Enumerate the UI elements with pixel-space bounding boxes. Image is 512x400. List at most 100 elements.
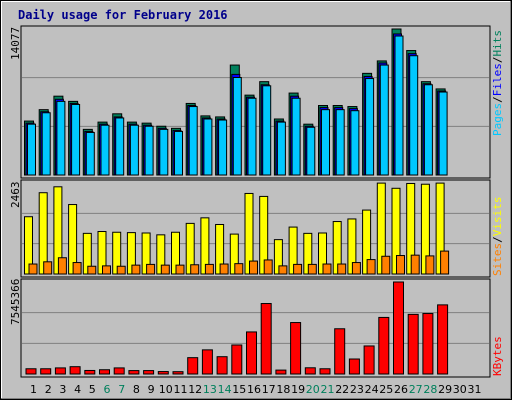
day-label-13: 13: [203, 383, 217, 396]
kbytes-bar-day-18: [275, 369, 287, 375]
pages-bar-day-26: [394, 35, 404, 176]
day-label-31: 31: [468, 383, 482, 396]
sites-bar-day-28: [425, 255, 435, 275]
day-label-25: 25: [379, 383, 393, 396]
sites-bar-day-21: [322, 263, 332, 275]
day-label-19: 19: [291, 383, 305, 396]
kbytes-bar-day-4: [69, 366, 81, 375]
day-label-26: 26: [394, 383, 408, 396]
day-label-21: 21: [321, 383, 335, 396]
kbytes-bar-day-5: [84, 369, 96, 375]
pages-bar-day-8: [129, 124, 139, 176]
day-label-29: 29: [438, 383, 452, 396]
day-label-17: 17: [262, 383, 276, 396]
legend-files: Files: [491, 63, 504, 96]
kbytes-bar-day-25: [378, 316, 390, 375]
kbytes-bar-day-13: [201, 349, 213, 375]
day-label-5: 5: [89, 383, 96, 396]
kbytes-bar-day-12: [187, 357, 199, 375]
sites-bar-day-4: [72, 262, 82, 275]
kbytes-bar-day-19: [290, 322, 302, 375]
legend-visits: Visits: [491, 197, 504, 237]
kbytes-bar-day-8: [128, 370, 140, 375]
sites-bar-day-1: [28, 263, 38, 275]
sites-bar-day-2: [43, 261, 53, 275]
legend-sites: Sites: [491, 243, 504, 276]
day-label-7: 7: [118, 383, 125, 396]
kbytes-bar-day-26: [393, 281, 404, 375]
day-label-11: 11: [174, 383, 188, 396]
day-label-8: 8: [133, 383, 140, 396]
pages-bar-day-5: [85, 131, 95, 176]
day-label-1: 1: [30, 383, 37, 396]
pages-bar-day-29: [438, 91, 448, 176]
day-label-10: 10: [159, 383, 173, 396]
pages-bar-day-27: [409, 55, 419, 176]
kbytes-bar-day-20: [304, 367, 316, 375]
pages-bar-day-11: [174, 130, 183, 176]
kbytes-bar-day-2: [40, 368, 52, 375]
day-label-12: 12: [188, 383, 202, 396]
sites-bar-day-25: [381, 255, 391, 275]
kbytes-bar-day-7: [113, 367, 125, 375]
pages-bar-day-19: [291, 97, 301, 176]
sites-bar-day-12: [190, 264, 200, 275]
kbytes-panel-legend: KBytes: [491, 336, 504, 376]
sites-bar-day-29: [440, 250, 450, 275]
pages-bar-day-24: [365, 78, 375, 176]
legend-hits: Hits: [491, 30, 504, 57]
pages-bar-day-18: [276, 121, 286, 176]
sites-bar-day-23: [351, 262, 361, 275]
day-label-24: 24: [365, 383, 379, 396]
x-axis-day-labels: 1 2 3 4 5 6 7 8 9 10 11 12 13 14 15 16 17 18 19 20 21 22 23 24 2…: [30, 383, 482, 396]
sites-bar-day-20: [307, 263, 317, 275]
pages-bar-day-2: [41, 112, 51, 176]
sites-bar-day-11: [175, 264, 185, 275]
kbytes-panel-ymax-label: 7545366: [9, 279, 22, 325]
sites-bar-day-15: [234, 263, 244, 275]
pages-bar-day-13: [203, 118, 213, 176]
chart-title: Daily usage for February 2016: [18, 8, 228, 22]
pages-bar-day-16: [247, 97, 257, 176]
pages-bar-day-10: [159, 128, 169, 176]
pages-bar-day-7: [115, 117, 125, 176]
kbytes-bar-day-23: [348, 358, 360, 375]
legend-sep-2: /: [491, 57, 504, 64]
pages-bar-day-28: [423, 84, 433, 176]
sites-bar-day-19: [293, 263, 303, 275]
kbytes-bar-day-9: [143, 370, 155, 375]
day-label-23: 23: [350, 383, 364, 396]
pages-bar-day-4: [71, 103, 81, 176]
sites-bar-day-9: [146, 263, 156, 275]
kbytes-bar-day-24: [363, 345, 375, 375]
day-label-14: 14: [218, 383, 232, 396]
visits-panel-legend: Sites/Visits: [491, 197, 504, 277]
kbytes-bar-day-21: [319, 368, 331, 375]
legend-sep-3: /: [491, 236, 504, 243]
sites-bar-day-16: [249, 260, 258, 275]
pages-bar-day-9: [144, 125, 154, 176]
pages-bar-day-12: [188, 106, 198, 176]
sites-bar-day-13: [204, 263, 214, 275]
day-label-6: 6: [104, 383, 111, 396]
sites-bar-day-3: [57, 257, 67, 275]
hits-panel-legend: Pages/Files/Hits: [491, 30, 504, 136]
day-label-16: 16: [247, 383, 261, 396]
day-label-18: 18: [276, 383, 290, 396]
day-label-30: 30: [453, 383, 467, 396]
pages-bar-day-23: [350, 110, 360, 176]
pages-bar-day-22: [335, 109, 345, 176]
day-label-27: 27: [409, 383, 423, 396]
hits-panel-ymax-label: 14077: [9, 27, 22, 60]
kbytes-bar-day-11: [172, 371, 184, 375]
sites-bar-day-17: [263, 259, 273, 275]
sites-bar-day-22: [337, 263, 347, 275]
hits-panel-bars: [24, 28, 448, 176]
sites-bar-day-6: [102, 265, 111, 275]
visits-panel-ymax-label: 2463: [9, 182, 22, 209]
legend-sep-1: /: [491, 96, 504, 103]
day-label-15: 15: [232, 383, 246, 396]
sites-bar-day-8: [131, 264, 141, 275]
kbytes-bar-day-16: [246, 331, 257, 375]
